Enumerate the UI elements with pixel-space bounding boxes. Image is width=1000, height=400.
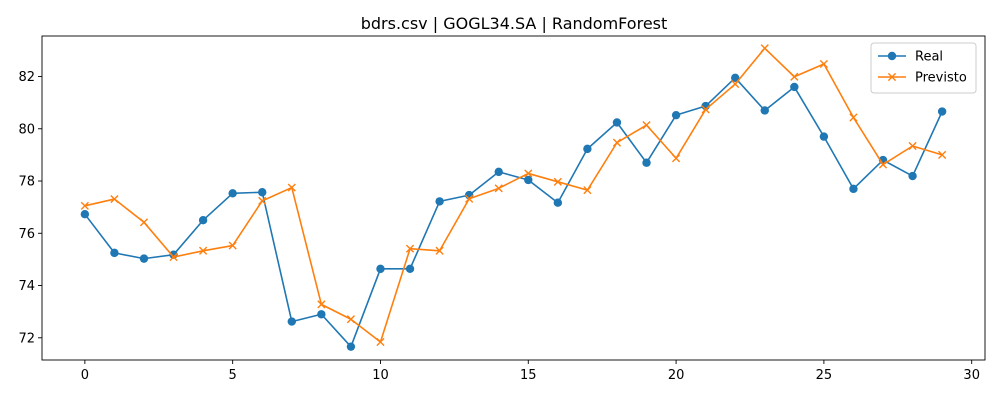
data-point <box>376 337 385 347</box>
data-point <box>583 144 592 154</box>
x-tick-label: 0 <box>81 368 89 383</box>
data-point <box>760 106 769 115</box>
data-point <box>435 246 444 255</box>
data-point <box>790 82 799 92</box>
data-point <box>169 252 178 262</box>
data-point <box>642 121 651 130</box>
x-tick-label: 5 <box>229 368 237 383</box>
data-point <box>908 141 917 151</box>
data-point <box>287 317 296 326</box>
data-point <box>760 44 769 53</box>
legend-marker <box>887 51 897 61</box>
data-point <box>346 315 356 324</box>
y-tick-label: 78 <box>18 175 35 190</box>
series-line <box>84 77 943 348</box>
y-tick-label: 74 <box>18 279 35 294</box>
data-point <box>524 169 533 178</box>
data-point <box>139 254 149 263</box>
data-point <box>731 73 740 83</box>
data-point <box>287 183 296 192</box>
data-point <box>642 158 651 167</box>
data-point <box>435 197 444 206</box>
data-point <box>553 198 563 207</box>
x-tick-label: 20 <box>668 368 685 383</box>
y-tick-label: 82 <box>18 70 35 85</box>
legend-marker <box>887 72 897 82</box>
data-point <box>110 194 119 204</box>
data-point <box>494 167 503 177</box>
data-point <box>524 175 533 185</box>
x-tick-label: 30 <box>963 368 980 383</box>
data-point <box>376 264 385 274</box>
data-point <box>819 59 828 69</box>
data-point <box>465 194 474 203</box>
data-point <box>819 132 829 141</box>
data-point <box>612 118 622 127</box>
plot-frame <box>41 35 986 361</box>
legend: Real Previsto <box>870 42 977 94</box>
data-point <box>671 154 681 163</box>
series-previsto <box>80 44 947 347</box>
data-point <box>701 105 710 114</box>
series-line <box>84 47 943 343</box>
legend-item: Real <box>878 50 943 65</box>
data-point <box>612 138 622 147</box>
data-point <box>878 160 888 169</box>
data-point <box>731 79 740 89</box>
data-point <box>494 184 503 193</box>
legend-label: Real <box>915 50 943 65</box>
y-tick-label: 80 <box>18 122 35 137</box>
axes: 0 5 10 15 20 25 30 72 74 76 78 80 82 <box>18 35 986 383</box>
data-point <box>139 218 149 227</box>
y-tick-label: 72 <box>18 331 35 346</box>
data-point <box>258 188 267 197</box>
data-point <box>198 216 208 225</box>
data-point <box>849 113 858 122</box>
data-point <box>553 177 562 186</box>
data-point <box>80 201 89 210</box>
data-point <box>583 186 592 195</box>
data-point <box>199 246 208 255</box>
x-tick-label: 10 <box>372 368 389 383</box>
data-point <box>937 107 947 116</box>
legend-item: Previsto <box>878 71 967 86</box>
chart-title: bdrs.csv | GOGL34.SA | RandomForest <box>361 14 668 33</box>
data-point <box>317 300 326 309</box>
data-point <box>228 241 237 250</box>
x-tick-label: 25 <box>816 368 833 383</box>
data-point <box>228 189 237 198</box>
data-point <box>110 248 119 258</box>
data-point <box>938 150 947 159</box>
data-point <box>317 310 326 319</box>
series-real <box>80 73 947 351</box>
data-point <box>671 110 681 120</box>
x-tick-label: 15 <box>520 368 537 383</box>
y-tick-label: 76 <box>18 227 35 242</box>
data-point <box>849 184 858 194</box>
plot-area <box>80 44 947 351</box>
legend-label: Previsto <box>915 71 967 86</box>
data-point <box>405 244 415 253</box>
data-point <box>346 342 356 351</box>
data-point <box>258 196 267 205</box>
data-point <box>405 264 415 274</box>
data-point <box>908 171 917 181</box>
data-point <box>80 210 90 219</box>
data-point <box>790 72 799 81</box>
